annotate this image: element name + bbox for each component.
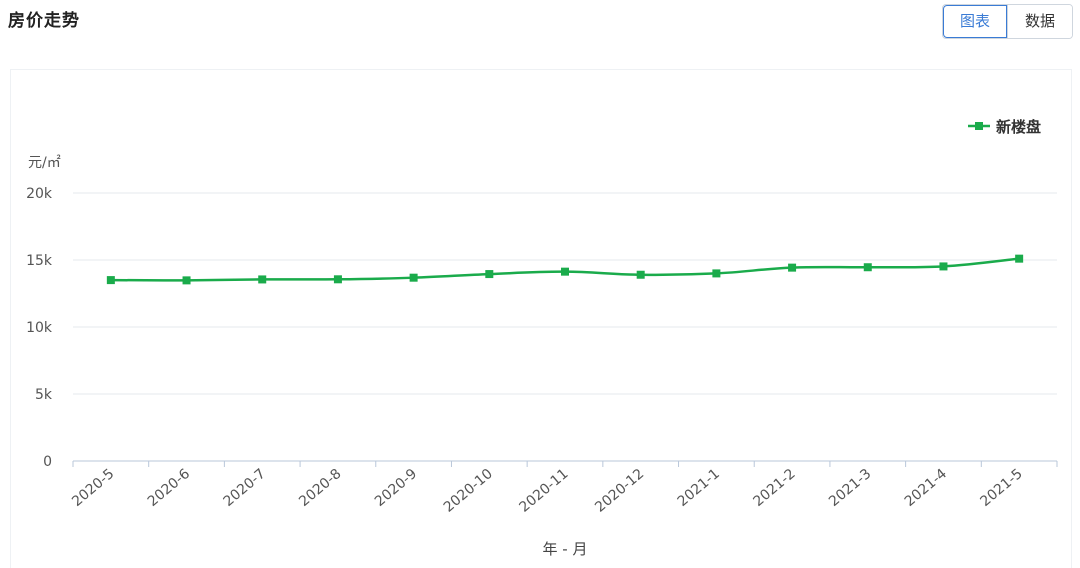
x-tick-label: 2021-5: [977, 466, 1025, 510]
data-point: [485, 270, 494, 279]
y-tick-label: 0: [43, 454, 52, 470]
data-point: [712, 269, 721, 278]
page-title: 房价走势: [8, 11, 80, 31]
x-tick-label: 2021-4: [902, 466, 950, 510]
x-tick-label: 2020-11: [516, 466, 571, 516]
data-point: [863, 263, 872, 272]
data-point: [106, 276, 115, 285]
tab-chart[interactable]: 图表: [943, 5, 1007, 38]
data-point: [788, 263, 797, 272]
data-point: [333, 275, 342, 284]
x-tick-label: 2020-8: [296, 466, 344, 510]
y-tick-label: 5k: [35, 387, 53, 403]
x-axis-label: 年 - 月: [543, 540, 588, 558]
x-tick-label: 2021-1: [675, 466, 723, 510]
y-axis-label: 元/㎡: [28, 155, 61, 171]
x-tick-label: 2020-10: [441, 466, 496, 516]
view-toggle: 图表 数据: [942, 4, 1073, 39]
y-tick-label: 20k: [26, 186, 53, 202]
tab-data[interactable]: 数据: [1007, 5, 1072, 38]
x-tick-label: 2020-9: [372, 466, 420, 510]
data-point: [636, 270, 645, 279]
data-point: [258, 275, 267, 284]
chart-panel: [10, 69, 1072, 568]
y-tick-label: 15k: [26, 253, 53, 269]
data-point: [182, 276, 191, 285]
data-point: [561, 267, 569, 276]
x-tick-label: 2021-2: [750, 466, 798, 510]
legend-label: 新楼盘: [996, 118, 1041, 136]
data-point: [409, 273, 418, 282]
data-point: [1015, 254, 1024, 263]
y-tick-label: 10k: [26, 320, 53, 336]
x-tick-label: 2021-3: [826, 466, 874, 510]
x-tick-label: 2020-7: [221, 466, 269, 510]
x-tick-label: 2020-5: [69, 466, 117, 510]
x-tick-label: 2020-12: [592, 466, 647, 516]
legend-marker: [975, 122, 983, 130]
data-point: [939, 262, 948, 271]
x-tick-label: 2020-6: [145, 466, 193, 510]
